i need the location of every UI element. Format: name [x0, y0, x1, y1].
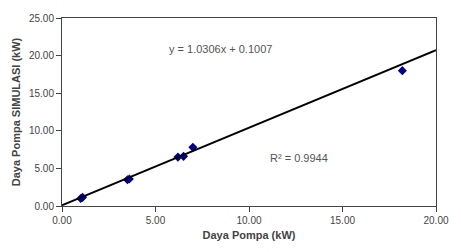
- svg-text:0.00: 0.00: [35, 201, 55, 212]
- svg-text:10.00: 10.00: [236, 215, 261, 226]
- svg-text:y = 1.0306x + 0.1007: y = 1.0306x + 0.1007: [169, 43, 272, 55]
- svg-text:15.00: 15.00: [330, 215, 355, 226]
- svg-text:R² = 0.9944: R² = 0.9944: [270, 152, 328, 164]
- svg-text:15.00: 15.00: [29, 88, 54, 99]
- svg-text:Daya Pompa (kW): Daya Pompa (kW): [203, 229, 296, 241]
- svg-text:20.00: 20.00: [423, 215, 448, 226]
- svg-text:25.00: 25.00: [29, 13, 54, 24]
- svg-text:5.00: 5.00: [146, 215, 166, 226]
- svg-text:0.00: 0.00: [52, 215, 72, 226]
- svg-text:5.00: 5.00: [35, 163, 55, 174]
- svg-text:Daya Pompa SIMULASI (kW): Daya Pompa SIMULASI (kW): [10, 37, 22, 186]
- svg-text:20.00: 20.00: [29, 50, 54, 61]
- svg-text:10.00: 10.00: [29, 125, 54, 136]
